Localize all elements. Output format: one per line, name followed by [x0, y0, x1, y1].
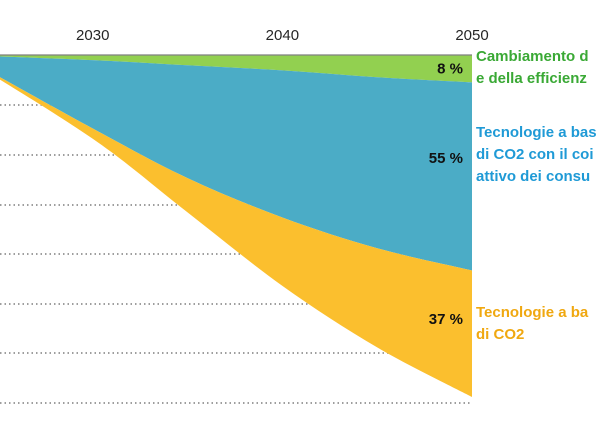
- series-label-2: di CO2: [476, 326, 524, 343]
- share-labels: 8 % 55 % 37 %: [429, 61, 463, 328]
- series-label-2: Tecnologie a ba: [476, 304, 589, 321]
- area-series-2: [0, 77, 472, 397]
- series-label-1: di CO2 con il coi: [476, 146, 594, 163]
- series-label-1: attivo dei consu: [476, 168, 590, 185]
- series-label-0: Cambiamento d: [476, 48, 589, 65]
- series-label-0: e della efficienz: [476, 70, 587, 87]
- area-series-0: [0, 54, 472, 83]
- series-label-1: Tecnologie a bas: [476, 124, 597, 141]
- share-label-series-1: 55 %: [429, 150, 463, 167]
- x-axis-ticks: 2030 2040 2050: [76, 27, 489, 44]
- share-label-series-2: 37 %: [429, 311, 463, 328]
- share-label-series-0: 8 %: [437, 61, 463, 78]
- x-tick-label: 2050: [455, 27, 488, 44]
- area-series-1: [0, 56, 472, 271]
- x-tick-label: 2030: [76, 27, 109, 44]
- series-labels: Cambiamento d e della efficienz Tecnologie…: [476, 48, 597, 343]
- x-tick-label: 2040: [266, 27, 299, 44]
- series-areas: [0, 54, 472, 397]
